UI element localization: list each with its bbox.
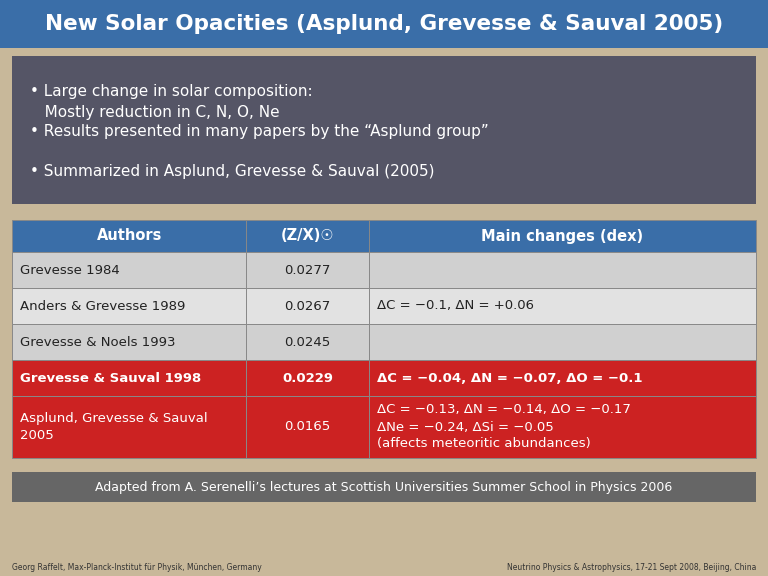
Text: • Summarized in Asplund, Grevesse & Sauval (2005): • Summarized in Asplund, Grevesse & Sauv… bbox=[30, 164, 435, 179]
Bar bbox=[369, 324, 756, 360]
Bar bbox=[369, 220, 756, 252]
Text: Anders & Grevesse 1989: Anders & Grevesse 1989 bbox=[20, 300, 185, 313]
Text: (Z/X)☉: (Z/X)☉ bbox=[281, 229, 335, 244]
Bar bbox=[369, 360, 756, 396]
Bar bbox=[12, 288, 247, 324]
Text: 0.0229: 0.0229 bbox=[283, 372, 333, 385]
Text: ΔC = −0.1, ΔN = +0.06: ΔC = −0.1, ΔN = +0.06 bbox=[377, 300, 534, 313]
Text: ΔC = −0.13, ΔN = −0.14, ΔO = −0.17
ΔNe = −0.24, ΔSi = −0.05
(affects meteoritic : ΔC = −0.13, ΔN = −0.14, ΔO = −0.17 ΔNe =… bbox=[377, 404, 631, 450]
Bar bbox=[247, 360, 369, 396]
Text: Grevesse & Sauval 1998: Grevesse & Sauval 1998 bbox=[20, 372, 201, 385]
Text: Grevesse 1984: Grevesse 1984 bbox=[20, 263, 120, 276]
Bar bbox=[369, 252, 756, 288]
Text: Authors: Authors bbox=[97, 229, 162, 244]
Bar bbox=[12, 220, 247, 252]
Bar bbox=[12, 56, 756, 204]
Text: 0.0245: 0.0245 bbox=[285, 335, 331, 348]
Text: Asplund, Grevesse & Sauval
2005: Asplund, Grevesse & Sauval 2005 bbox=[20, 412, 207, 442]
Bar bbox=[247, 288, 369, 324]
Bar bbox=[12, 396, 247, 458]
Text: New Solar Opacities (Asplund, Grevesse & Sauval 2005): New Solar Opacities (Asplund, Grevesse &… bbox=[45, 14, 723, 34]
Text: 0.0267: 0.0267 bbox=[285, 300, 331, 313]
Text: Grevesse & Noels 1993: Grevesse & Noels 1993 bbox=[20, 335, 176, 348]
Text: Main changes (dex): Main changes (dex) bbox=[482, 229, 644, 244]
Bar bbox=[247, 396, 369, 458]
Bar bbox=[0, 0, 768, 48]
Text: 0.0277: 0.0277 bbox=[285, 263, 331, 276]
Text: • Large change in solar composition:
   Mostly reduction in C, N, O, Ne: • Large change in solar composition: Mos… bbox=[30, 84, 313, 120]
Text: Adapted from A. Serenelli’s lectures at Scottish Universities Summer School in P: Adapted from A. Serenelli’s lectures at … bbox=[95, 480, 673, 494]
Text: Georg Raffelt, Max-Planck-Institut für Physik, München, Germany: Georg Raffelt, Max-Planck-Institut für P… bbox=[12, 563, 262, 572]
Bar bbox=[247, 324, 369, 360]
Bar bbox=[247, 220, 369, 252]
Bar bbox=[12, 324, 247, 360]
Text: ΔC = −0.04, ΔN = −0.07, ΔO = −0.1: ΔC = −0.04, ΔN = −0.07, ΔO = −0.1 bbox=[377, 372, 643, 385]
Bar bbox=[12, 472, 756, 502]
Text: • Results presented in many papers by the “Asplund group”: • Results presented in many papers by th… bbox=[30, 124, 488, 139]
Bar bbox=[12, 252, 247, 288]
Bar bbox=[12, 360, 247, 396]
Bar bbox=[369, 288, 756, 324]
Text: 0.0165: 0.0165 bbox=[285, 420, 331, 434]
Bar bbox=[247, 252, 369, 288]
Bar bbox=[369, 396, 756, 458]
Text: Neutrino Physics & Astrophysics, 17-21 Sept 2008, Beijing, China: Neutrino Physics & Astrophysics, 17-21 S… bbox=[507, 563, 756, 572]
